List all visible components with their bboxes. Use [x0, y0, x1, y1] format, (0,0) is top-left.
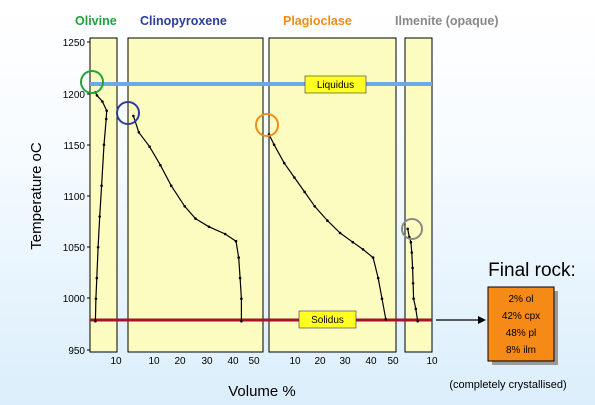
curve-point	[100, 184, 103, 187]
y-axis-label: Temperature	[28, 165, 45, 249]
ilmenite-onset-marker	[401, 218, 423, 240]
x-tick-label: 10	[148, 356, 160, 367]
final-rock-arrowhead	[478, 316, 486, 324]
x-tick-label: 20	[314, 356, 326, 367]
olivine-curve	[94, 92, 108, 322]
curve-point	[159, 163, 162, 167]
x-tick-label: 50	[248, 356, 260, 367]
clinopyroxene-curve	[132, 115, 242, 322]
final-rock-line: 48% pl	[506, 328, 537, 339]
x-tick-label: 10	[289, 356, 301, 367]
final-rock-line: 42% cpx	[502, 311, 540, 322]
x-tick-label: 30	[201, 356, 213, 367]
liquidus-label: Liquidus	[317, 80, 354, 91]
plagioclase-onset-marker	[255, 113, 279, 137]
curve-point	[137, 131, 141, 134]
plagioclase-heading: Plagioclase	[283, 14, 352, 28]
liquidus-label-box	[304, 75, 367, 94]
olivine-onset-marker	[80, 70, 104, 94]
curve-point	[409, 240, 413, 244]
curve-point	[102, 143, 106, 146]
curve-point	[338, 231, 342, 235]
curve-point	[105, 109, 108, 113]
curve-point	[414, 307, 418, 311]
y-tick-label: 1050	[63, 243, 86, 254]
curve-point	[351, 240, 355, 244]
curve-point	[207, 225, 211, 229]
ilmenite-panel	[404, 37, 433, 353]
curve-point	[238, 276, 242, 280]
curve-point	[240, 297, 243, 301]
curve-point	[96, 246, 100, 249]
clinopyroxene-panel	[127, 37, 264, 353]
curve-point	[371, 256, 375, 259]
curve-point	[98, 215, 101, 218]
x-tick-label: 40	[365, 356, 377, 367]
curve-point	[95, 94, 99, 97]
curve-point	[223, 232, 227, 236]
curve-point	[194, 217, 197, 220]
clinopyroxene-heading: Clinopyroxene	[140, 14, 227, 28]
plagioclase-curve	[268, 134, 387, 320]
crystallisation-curves	[94, 91, 420, 323]
curve-point	[282, 161, 286, 165]
x-tick-label: 30	[339, 356, 351, 367]
final-rock-title: Final rock:	[488, 260, 576, 281]
x-tick-label: 50	[387, 356, 399, 367]
curve-point	[95, 276, 99, 280]
curve-point	[94, 297, 98, 301]
curve-point	[132, 114, 135, 118]
final-rock-line: 2% ol	[508, 294, 533, 305]
curve-point	[237, 256, 240, 259]
x-tick-label: 20	[174, 356, 186, 367]
y-tick-label: 950	[68, 346, 85, 357]
x-tick-label: 10	[110, 356, 122, 367]
clinopyroxene-onset-marker	[116, 101, 140, 125]
curve-point	[411, 266, 414, 270]
y-tick-label: 1100	[63, 192, 85, 203]
curve-point	[416, 320, 420, 323]
y-axis-title: Temperature oC	[28, 142, 45, 250]
x-tick-label: 40	[227, 356, 239, 367]
curve-point	[406, 227, 410, 231]
curve-point	[272, 143, 276, 146]
ilmenite-heading: Ilmenite (opaque)	[395, 14, 498, 28]
final-rock-note: (completely crystallised)	[449, 379, 566, 391]
curve-point	[104, 117, 108, 121]
curve-point	[240, 320, 243, 323]
y-tick-label: 1150	[63, 141, 85, 152]
curve-point	[411, 282, 415, 285]
curve-point	[410, 251, 414, 254]
curve-point	[234, 239, 238, 243]
curve-point	[380, 297, 384, 301]
curve-point	[183, 205, 186, 208]
curve-point	[412, 297, 415, 301]
curve-point	[313, 205, 317, 208]
final-rock-box	[487, 286, 555, 362]
curve-point	[384, 317, 388, 321]
y-tick-label: 1000	[63, 294, 86, 305]
curve-point	[376, 276, 380, 280]
final-rock-line: 8% ilm	[506, 345, 536, 356]
y-tick-marks	[87, 41, 90, 351]
y-tick-label: 1200	[63, 90, 86, 101]
curve-point	[303, 190, 306, 194]
olivine-panel	[89, 37, 118, 353]
y-axis-unit: oC	[28, 142, 45, 161]
curve-point	[148, 145, 151, 148]
curve-point	[101, 100, 104, 103]
curve-point	[169, 184, 173, 187]
curve-point	[94, 320, 97, 323]
x-axis-title: Volume %	[228, 383, 296, 400]
curve-point	[293, 176, 296, 179]
curve-point	[361, 248, 365, 251]
curve-point	[326, 219, 329, 222]
x-tick-label: 10	[426, 356, 438, 367]
olivine-heading: Olivine	[75, 14, 117, 28]
y-tick-label: 1250	[63, 38, 86, 49]
solidus-label-box	[298, 310, 357, 329]
solidus-label: Solidus	[311, 315, 344, 326]
